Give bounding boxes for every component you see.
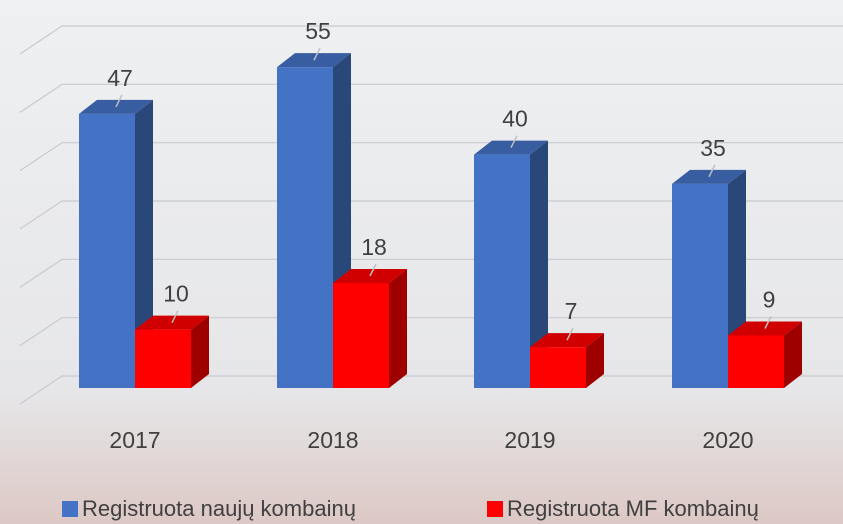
leader-line (764, 316, 772, 329)
grid-line (19, 200, 843, 230)
grid-line (19, 25, 843, 55)
x-tick-label: 2019 (504, 427, 555, 453)
legend-label: Registruota naujų kombainų (82, 496, 356, 521)
x-tick-label: 2017 (109, 427, 160, 453)
bar (333, 269, 407, 388)
grid-line (19, 258, 843, 288)
bar-side (586, 333, 604, 388)
leader-line (566, 327, 574, 341)
leader-line (369, 263, 377, 277)
bar-front (333, 283, 389, 388)
leader-line (171, 310, 179, 324)
bar-front (672, 183, 728, 388)
bar (474, 140, 548, 388)
bar (135, 315, 209, 388)
bar-side (191, 315, 209, 388)
bar-front (135, 329, 191, 388)
leader-line (115, 94, 123, 108)
bar-side (784, 321, 802, 388)
value-label: 47 (107, 65, 133, 91)
grid-line (19, 142, 843, 172)
leader-line (313, 47, 321, 61)
bar-front (79, 113, 135, 388)
bar-front (474, 154, 530, 388)
bar (530, 333, 604, 388)
bar-side (389, 269, 407, 388)
value-label: 10 (163, 281, 189, 307)
bar-front (728, 335, 784, 388)
bar-side (530, 140, 548, 388)
bar-front (530, 347, 586, 388)
value-label: 9 (763, 287, 776, 313)
grid-line (19, 317, 843, 347)
bar (79, 99, 153, 388)
legend-swatch (62, 501, 78, 517)
value-label: 40 (502, 106, 528, 132)
grid-line (19, 83, 843, 113)
value-label: 35 (700, 135, 726, 161)
bar-side (135, 99, 153, 388)
leader-line (510, 135, 518, 149)
value-label: 7 (565, 298, 578, 324)
value-label: 55 (305, 18, 331, 44)
leader-line (708, 164, 716, 178)
legend-swatch (487, 501, 503, 517)
value-label: 18 (361, 234, 387, 260)
bar-front (277, 67, 333, 389)
legend-label: Registruota MF kombainų (507, 496, 759, 521)
x-tick-label: 2018 (307, 427, 358, 453)
x-tick-label: 2020 (702, 427, 753, 453)
bar (728, 321, 802, 388)
